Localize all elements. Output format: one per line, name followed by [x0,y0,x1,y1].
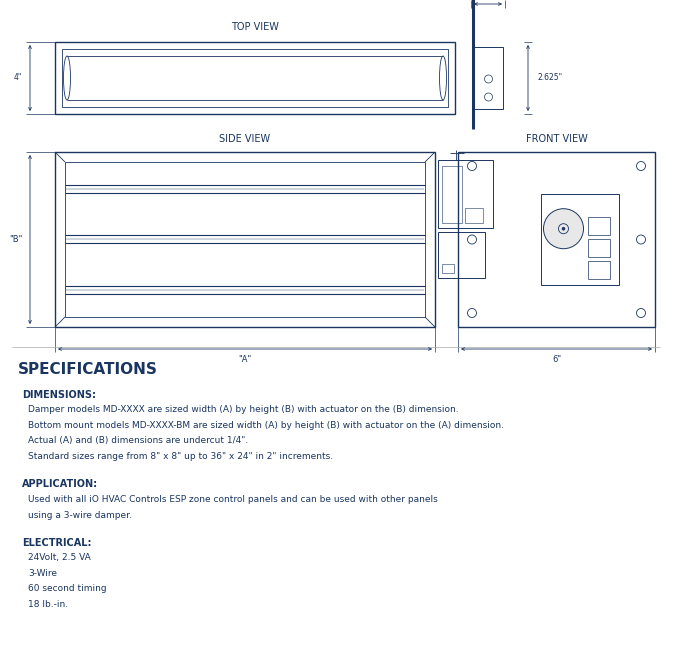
Text: 24Volt, 2.5 VA: 24Volt, 2.5 VA [28,554,90,562]
Text: Damper models MD-XXXX are sized width (A) by height (B) with actuator on the (B): Damper models MD-XXXX are sized width (A… [28,405,458,415]
Text: Standard sizes range from 8" x 8" up to 36" x 24" in 2" increments.: Standard sizes range from 8" x 8" up to … [28,452,333,461]
Text: 4": 4" [14,73,22,83]
Text: 3-Wire: 3-Wire [28,569,57,578]
Text: Used with all iO HVAC Controls ESP zone control panels and can be used with othe: Used with all iO HVAC Controls ESP zone … [28,495,438,504]
Text: "B": "B" [9,235,23,244]
Bar [589,261,610,278]
Bar [55,152,435,327]
Bar [438,231,485,278]
Bar [438,160,493,228]
Text: ELECTRICAL:: ELECTRICAL: [22,538,92,548]
Bar [55,42,455,114]
Bar [62,49,448,107]
Text: 2.625": 2.625" [537,73,562,83]
Text: "A": "A" [238,355,252,364]
Bar [465,208,483,224]
Bar [442,263,454,274]
Text: DIMENSIONS:: DIMENSIONS: [22,390,96,400]
Bar [65,162,425,317]
Bar [474,47,503,109]
Bar [458,152,655,327]
Ellipse shape [439,56,446,100]
Text: Bottom mount models MD-XXXX-BM are sized width (A) by height (B) with actuator o: Bottom mount models MD-XXXX-BM are sized… [28,421,504,430]
Text: 6": 6" [552,355,561,364]
Ellipse shape [63,56,70,100]
Bar [589,239,610,257]
Text: using a 3-wire damper.: using a 3-wire damper. [28,511,132,519]
Text: APPLICATION:: APPLICATION: [22,480,98,489]
Text: 18 lb.-in.: 18 lb.-in. [28,600,68,609]
Text: TOP VIEW: TOP VIEW [231,22,279,32]
Bar [589,216,610,235]
Circle shape [543,209,583,249]
Text: Actual (A) and (B) dimensions are undercut 1/4".: Actual (A) and (B) dimensions are underc… [28,437,248,446]
Bar [541,194,620,284]
Text: SPECIFICATIONS: SPECIFICATIONS [18,362,158,377]
Text: SIDE VIEW: SIDE VIEW [219,134,271,144]
Circle shape [562,227,565,230]
Text: FRONT VIEW: FRONT VIEW [526,134,587,144]
Bar [442,166,462,224]
Text: 60 second timing: 60 second timing [28,585,107,593]
